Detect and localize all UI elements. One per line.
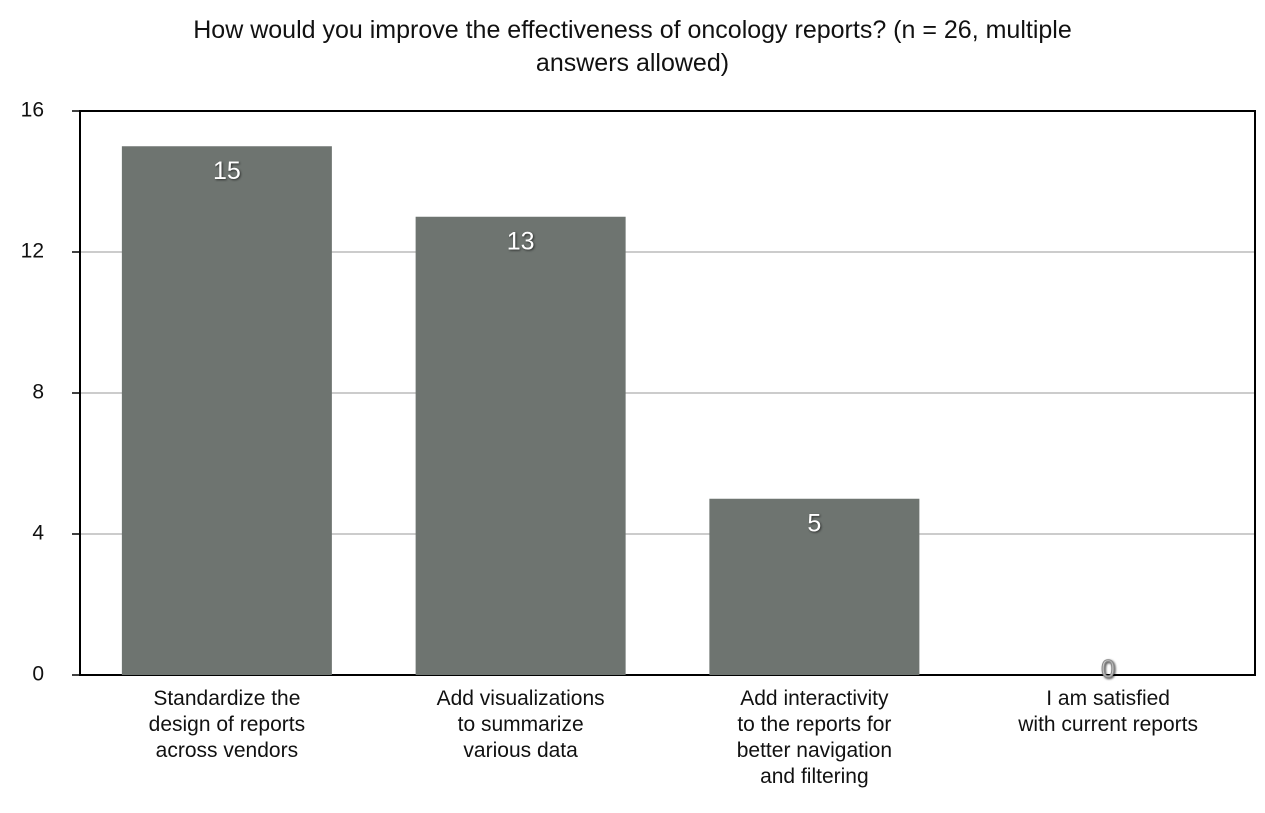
y-tick-label: 8 [32,381,44,404]
y-tick-label: 0 [32,663,44,686]
value-label: 13 [507,227,535,255]
value-label: 15 [213,157,241,185]
x-tick-label: Standardize the design of reports across… [148,687,306,762]
bar [121,146,332,675]
chart-title: How would you improve the effectiveness … [193,16,1072,77]
x-tick-label: Add interactivity to the reports for bet… [736,687,893,788]
plot-frame [79,110,1256,676]
y-tick-label: 4 [32,522,44,545]
x-tick-label: I am satisfied with current reports [1018,687,1198,736]
bar [415,216,626,675]
y-tick-label: 16 [21,99,44,122]
bar [709,498,920,675]
value-label: 5 [807,509,821,537]
x-tick-label: Add visualizations to summarize various … [436,687,605,762]
value-label: 0 [1101,656,1115,684]
y-tick-label: 12 [21,240,44,263]
